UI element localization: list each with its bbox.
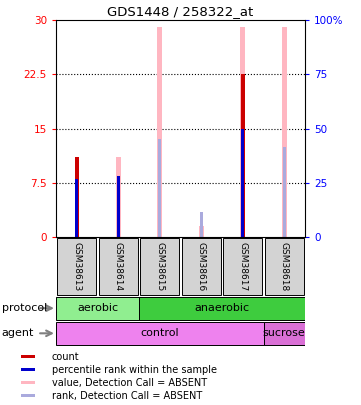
Bar bbox=[117, 175, 120, 237]
Bar bbox=[199, 226, 204, 237]
Bar bbox=[21, 381, 35, 384]
Bar bbox=[240, 28, 245, 237]
FancyBboxPatch shape bbox=[223, 237, 262, 295]
Bar bbox=[241, 75, 245, 237]
Text: GSM38613: GSM38613 bbox=[72, 242, 81, 291]
FancyBboxPatch shape bbox=[265, 237, 304, 295]
Bar bbox=[283, 147, 286, 237]
Text: sucrose: sucrose bbox=[263, 328, 306, 338]
Bar bbox=[75, 158, 79, 237]
Bar bbox=[282, 28, 287, 237]
Bar bbox=[200, 212, 203, 237]
Bar bbox=[21, 394, 35, 397]
Bar bbox=[158, 139, 161, 237]
Text: GSM38617: GSM38617 bbox=[238, 242, 247, 291]
Text: anaerobic: anaerobic bbox=[195, 303, 249, 313]
Bar bbox=[21, 355, 35, 358]
FancyBboxPatch shape bbox=[182, 237, 221, 295]
Text: control: control bbox=[140, 328, 179, 338]
Text: GSM38616: GSM38616 bbox=[197, 242, 206, 291]
Bar bbox=[21, 368, 35, 371]
FancyBboxPatch shape bbox=[56, 296, 139, 320]
Text: rank, Detection Call = ABSENT: rank, Detection Call = ABSENT bbox=[52, 390, 202, 401]
Text: percentile rank within the sample: percentile rank within the sample bbox=[52, 365, 217, 375]
Bar bbox=[116, 158, 121, 237]
Text: count: count bbox=[52, 352, 80, 362]
FancyBboxPatch shape bbox=[56, 322, 264, 345]
Text: GSM38615: GSM38615 bbox=[155, 242, 164, 291]
Bar bbox=[75, 179, 78, 237]
Text: value, Detection Call = ABSENT: value, Detection Call = ABSENT bbox=[52, 378, 207, 388]
FancyBboxPatch shape bbox=[264, 322, 305, 345]
Text: aerobic: aerobic bbox=[77, 303, 118, 313]
FancyBboxPatch shape bbox=[57, 237, 96, 295]
Bar bbox=[241, 129, 244, 237]
Text: GSM38618: GSM38618 bbox=[280, 242, 289, 291]
FancyBboxPatch shape bbox=[140, 237, 179, 295]
Bar bbox=[157, 28, 162, 237]
Text: GSM38614: GSM38614 bbox=[114, 242, 123, 291]
FancyBboxPatch shape bbox=[99, 237, 138, 295]
Title: GDS1448 / 258322_at: GDS1448 / 258322_at bbox=[107, 5, 254, 18]
FancyBboxPatch shape bbox=[139, 296, 305, 320]
Text: agent: agent bbox=[2, 328, 34, 338]
Text: protocol: protocol bbox=[2, 303, 47, 313]
